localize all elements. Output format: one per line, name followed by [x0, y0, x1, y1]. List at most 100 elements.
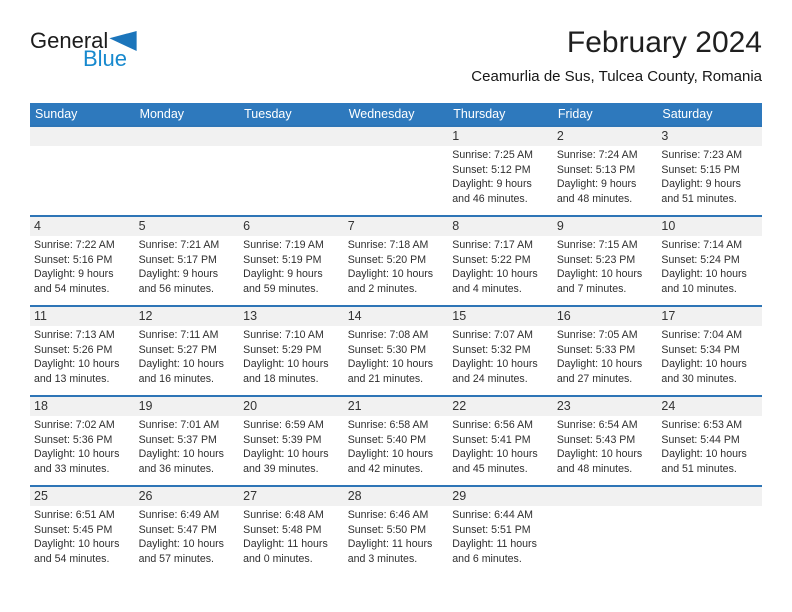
- daylight-text-line2: and 54 minutes.: [34, 282, 110, 295]
- daylight-text-line2: and 16 minutes.: [138, 372, 214, 385]
- day-number-band: 23: [552, 397, 658, 416]
- week-row: 11 Sunrise: 7:13 AM Sunset: 5:26 PM Dayligh…: [30, 305, 762, 395]
- sunrise-text: Sunrise: 6:46 AM: [347, 509, 429, 521]
- day-number: 15: [452, 309, 467, 323]
- sunrise-text: Sunrise: 7:08 AM: [347, 329, 429, 341]
- day-number-band: [134, 127, 240, 146]
- sunset-text: Sunset: 5:27 PM: [138, 343, 217, 356]
- sunset-text: Sunset: 5:48 PM: [243, 523, 322, 536]
- weeks-container: 1 Sunrise: 7:25 AM Sunset: 5:12 PM Daylight…: [30, 125, 762, 575]
- sunset-text: Sunset: 5:44 PM: [661, 433, 740, 446]
- day-cell: 20 Sunrise: 6:59 AM Sunset: 5:39 PM Dayligh…: [239, 397, 344, 485]
- day-details: Sunrise: 7:05 AM Sunset: 5:33 PM Daylight:…: [553, 326, 658, 386]
- empty-day-cell: [30, 127, 135, 215]
- sunrise-text: Sunrise: 6:44 AM: [452, 509, 533, 521]
- day-number-band: 20: [239, 397, 344, 416]
- daylight-text-line2: and 36 minutes.: [138, 462, 214, 475]
- day-number-band: 1: [448, 127, 553, 146]
- daylight-text-line2: and 46 minutes.: [452, 192, 528, 205]
- daylight-text-line1: Daylight: 10 hours: [138, 358, 224, 371]
- daylight-text-line2: and 48 minutes.: [556, 462, 633, 475]
- daylight-text-line1: Daylight: 11 hours: [243, 538, 328, 551]
- day-number: 19: [138, 399, 153, 413]
- day-number-band: 28: [343, 487, 449, 506]
- sunrise-text: Sunrise: 6:54 AM: [556, 419, 638, 431]
- sunrise-text: Sunrise: 6:48 AM: [243, 509, 324, 521]
- day-header-saturday: Saturday: [662, 107, 713, 121]
- week-row: 1 Sunrise: 7:25 AM Sunset: 5:12 PM Daylight…: [30, 125, 762, 215]
- day-number-band: 29: [448, 487, 553, 506]
- day-number: 9: [556, 219, 564, 233]
- daylight-text-line1: Daylight: 10 hours: [34, 358, 120, 371]
- day-number-band: 26: [134, 487, 240, 506]
- day-number: 28: [347, 489, 362, 503]
- sunrise-text: Sunrise: 7:18 AM: [347, 239, 429, 251]
- day-number: 24: [661, 399, 676, 413]
- daylight-text-line1: Daylight: 9 hours: [452, 178, 532, 191]
- day-number: 5: [138, 219, 146, 233]
- day-number-band: 25: [30, 487, 135, 506]
- day-cell: 2 Sunrise: 7:24 AM Sunset: 5:13 PM Daylight…: [552, 127, 658, 215]
- daylight-text-line2: and 27 minutes.: [556, 372, 633, 385]
- daylight-text-line2: and 48 minutes.: [556, 192, 633, 205]
- daylight-text-line2: and 24 minutes.: [452, 372, 528, 385]
- day-cell: 1 Sunrise: 7:25 AM Sunset: 5:12 PM Daylight…: [448, 127, 553, 215]
- daylight-text-line1: Daylight: 10 hours: [452, 448, 538, 461]
- day-number-band: 3: [657, 127, 762, 146]
- daylight-text-line1: Daylight: 9 hours: [556, 178, 637, 191]
- day-number: 8: [452, 219, 460, 233]
- day-number: 21: [347, 399, 362, 413]
- day-number: 23: [556, 399, 571, 413]
- day-number: 12: [138, 309, 153, 323]
- day-header-tuesday: Tuesday: [244, 107, 292, 121]
- week-row: 18 Sunrise: 7:02 AM Sunset: 5:36 PM Dayligh…: [30, 395, 762, 485]
- day-header-friday: Friday: [557, 107, 593, 121]
- day-cell: 27 Sunrise: 6:48 AM Sunset: 5:48 PM Dayligh…: [239, 487, 344, 575]
- day-number-band: 24: [657, 397, 762, 416]
- empty-day-cell: [657, 487, 762, 575]
- day-details: Sunrise: 7:13 AM Sunset: 5:26 PM Daylight:…: [30, 326, 135, 386]
- sunset-text: Sunset: 5:16 PM: [34, 253, 113, 266]
- daylight-text-line1: Daylight: 10 hours: [452, 358, 538, 371]
- daylight-text-line2: and 2 minutes.: [347, 282, 418, 295]
- day-details: Sunrise: 6:59 AM Sunset: 5:39 PM Daylight:…: [239, 416, 344, 476]
- daylight-text-line1: Daylight: 10 hours: [452, 268, 538, 281]
- daylight-text-line1: Daylight: 9 hours: [34, 268, 114, 281]
- sunset-text: Sunset: 5:33 PM: [556, 343, 636, 356]
- day-number-band: 2: [552, 127, 658, 146]
- day-details: Sunrise: 6:49 AM Sunset: 5:47 PM Daylight:…: [135, 506, 240, 566]
- day-number: 22: [452, 399, 467, 413]
- day-cell: 18 Sunrise: 7:02 AM Sunset: 5:36 PM Dayligh…: [30, 397, 135, 485]
- sunrise-text: Sunrise: 7:17 AM: [452, 239, 533, 251]
- sunrise-text: Sunrise: 7:14 AM: [661, 239, 743, 251]
- sunset-text: Sunset: 5:32 PM: [452, 343, 531, 356]
- daylight-text-line1: Daylight: 10 hours: [556, 358, 643, 371]
- sunrise-text: Sunrise: 7:13 AM: [34, 329, 115, 341]
- day-number-band: 6: [239, 217, 344, 236]
- daylight-text-line1: Daylight: 9 hours: [661, 178, 741, 191]
- sunrise-text: Sunrise: 7:23 AM: [661, 149, 743, 161]
- daylight-text-line2: and 51 minutes.: [661, 462, 737, 475]
- day-details: Sunrise: 6:58 AM Sunset: 5:40 PM Daylight:…: [344, 416, 449, 476]
- day-number-band: 4: [30, 217, 135, 236]
- daylight-text-line1: Daylight: 11 hours: [452, 538, 537, 551]
- day-cell: 9 Sunrise: 7:15 AM Sunset: 5:23 PM Daylight…: [552, 217, 658, 305]
- day-number: 16: [556, 309, 571, 323]
- sunrise-text: Sunrise: 7:05 AM: [556, 329, 638, 341]
- sunrise-text: Sunrise: 6:56 AM: [452, 419, 533, 431]
- sunset-text: Sunset: 5:45 PM: [34, 523, 113, 536]
- day-number-band: 15: [448, 307, 553, 326]
- day-cell: 16 Sunrise: 7:05 AM Sunset: 5:33 PM Dayligh…: [552, 307, 658, 395]
- sunrise-text: Sunrise: 7:21 AM: [138, 239, 220, 251]
- sunset-text: Sunset: 5:15 PM: [661, 163, 740, 176]
- day-number-band: 5: [134, 217, 240, 236]
- day-details: Sunrise: 7:10 AM Sunset: 5:29 PM Daylight:…: [239, 326, 344, 386]
- day-number-band: 7: [343, 217, 449, 236]
- sunset-text: Sunset: 5:23 PM: [556, 253, 636, 266]
- day-number: 26: [138, 489, 153, 503]
- general-blue-logo: General Blue: [30, 26, 160, 70]
- day-number: 17: [661, 309, 676, 323]
- sunset-text: Sunset: 5:50 PM: [347, 523, 427, 536]
- logo-text-general: General: [30, 28, 109, 53]
- day-cell: 3 Sunrise: 7:23 AM Sunset: 5:15 PM Daylight…: [657, 127, 762, 215]
